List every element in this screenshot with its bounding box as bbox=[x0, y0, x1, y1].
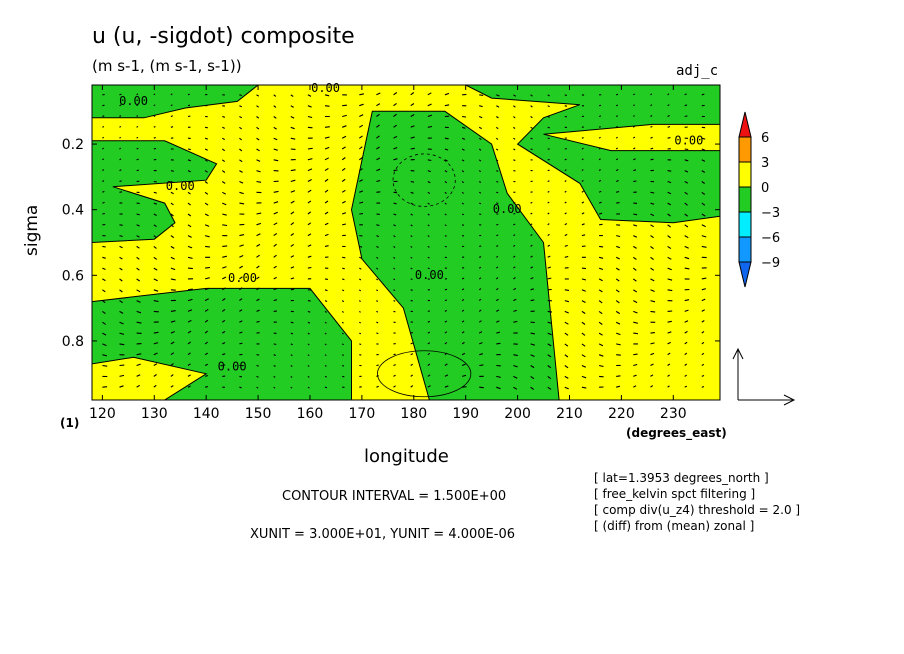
x-tick-label: 170 bbox=[349, 406, 376, 422]
chart-subtitle: (m s-1, (m s-1, s-1)) bbox=[92, 57, 242, 75]
vector-reference-arrows bbox=[732, 347, 796, 406]
notes-block: [ lat=1.3953 degrees_north ] [ free_kelv… bbox=[594, 470, 800, 534]
contour-interval-text: CONTOUR INTERVAL = 1.500E+00 bbox=[282, 489, 507, 504]
sigma-unit-label: (1) bbox=[60, 416, 80, 430]
x-axis-label: longitude bbox=[364, 446, 449, 467]
colorbar-label: −3 bbox=[761, 206, 780, 221]
y-tick-label: 0.4 bbox=[62, 203, 84, 219]
x-tick-label: 190 bbox=[452, 406, 479, 422]
vector-units-text: XUNIT = 3.000E+01, YUNIT = 4.000E-06 bbox=[250, 527, 515, 542]
colorbar-segment bbox=[738, 161, 752, 188]
colorbar-segment bbox=[738, 211, 752, 238]
dashed-contour bbox=[392, 153, 456, 207]
x-tick-label: 200 bbox=[504, 406, 531, 422]
colorbar-label: −9 bbox=[761, 256, 780, 271]
x-tick-label: 230 bbox=[660, 406, 687, 422]
x-axis-units: (degrees_east) bbox=[626, 426, 727, 440]
note-line: [ free_kelvin spct filtering ] bbox=[594, 487, 756, 501]
x-tick-label: 220 bbox=[608, 406, 635, 422]
y-tick-label: 0.2 bbox=[62, 137, 84, 153]
contour-label: 0.00 bbox=[493, 202, 522, 216]
x-tick-label: 140 bbox=[193, 406, 220, 422]
colorbar-top-arrow bbox=[738, 111, 752, 138]
x-tick-label: 160 bbox=[297, 406, 324, 422]
x-tick-label: 150 bbox=[245, 406, 272, 422]
contour-label: 0.00 bbox=[228, 271, 257, 285]
negative-region bbox=[92, 85, 259, 119]
colorbar-label: 3 bbox=[761, 156, 769, 171]
plot-field bbox=[92, 85, 720, 400]
contour-label: 0.00 bbox=[674, 133, 703, 147]
colorbar-segment bbox=[738, 236, 752, 263]
plot-axes: 120 130 140 150 160 170 180 190 200 210 220 230 0.2 0… bbox=[62, 85, 720, 422]
wind-vectors bbox=[102, 92, 707, 390]
colorbar-segment bbox=[738, 186, 752, 213]
dataset-tag: adj_c bbox=[676, 63, 719, 79]
colorbar: 6 3 0 −3 −6 −9 bbox=[738, 111, 780, 288]
negative-region bbox=[350, 110, 560, 400]
solid-contour bbox=[377, 350, 472, 398]
colorbar-label: −6 bbox=[761, 231, 780, 246]
chart-title: u (u, -sigdot) composite bbox=[92, 24, 355, 49]
contour-label: 0.00 bbox=[218, 360, 247, 374]
contour-labels: 0.00 0.00 0.00 0.00 0.00 0.00 0.00 0.00 bbox=[119, 81, 703, 374]
x-tick-label: 210 bbox=[556, 406, 583, 422]
negative-region bbox=[465, 85, 720, 224]
note-line: [ (diff) from (mean) zonal ] bbox=[594, 519, 755, 533]
contour-label: 0.00 bbox=[119, 94, 148, 108]
note-line: [ comp div(u_z4) threshold = 2.0 ] bbox=[594, 503, 801, 517]
negative-region bbox=[92, 140, 218, 244]
colorbar-label: 0 bbox=[761, 181, 769, 196]
colorbar-label: 6 bbox=[761, 131, 769, 146]
contour-label: 0.00 bbox=[166, 179, 195, 193]
x-tick-label: 180 bbox=[400, 406, 427, 422]
contour-label: 0.00 bbox=[311, 81, 340, 95]
vector-field bbox=[102, 92, 707, 390]
colorbar-bottom-arrow bbox=[738, 261, 752, 288]
note-line: [ lat=1.3953 degrees_north ] bbox=[594, 471, 769, 485]
contour-label: 0.00 bbox=[415, 268, 444, 282]
x-tick-label: 120 bbox=[89, 406, 116, 422]
plot-frame bbox=[91, 84, 721, 401]
x-tick-label: 130 bbox=[141, 406, 168, 422]
y-tick-label: 0.6 bbox=[62, 268, 84, 284]
colorbar-segment bbox=[738, 136, 752, 163]
y-tick-label: 0.8 bbox=[62, 334, 84, 350]
